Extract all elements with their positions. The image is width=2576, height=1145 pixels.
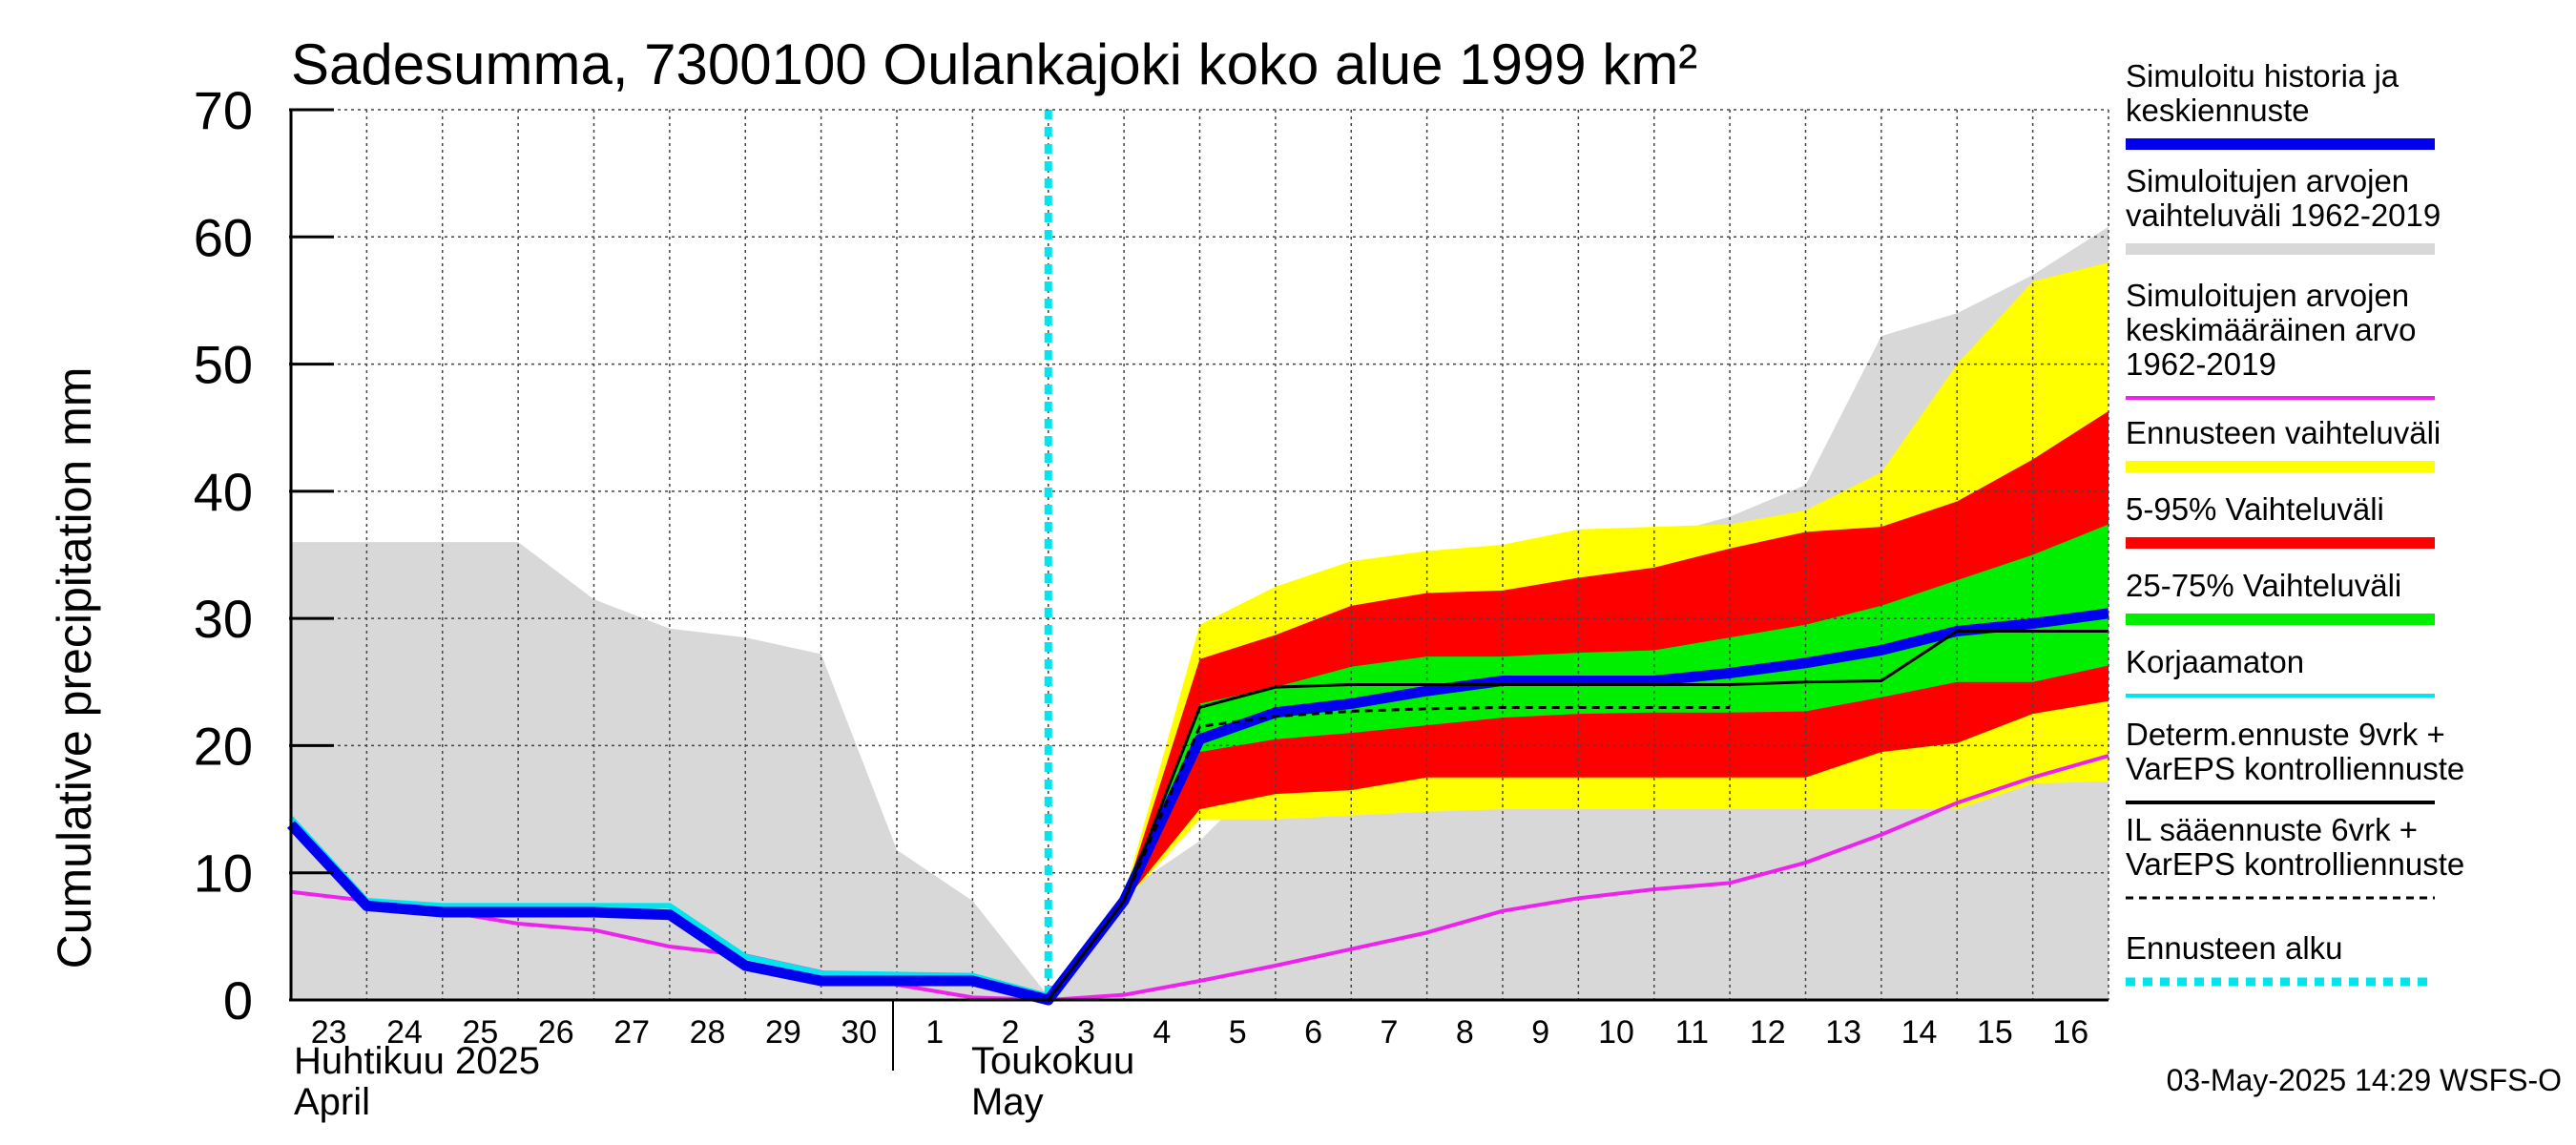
legend-label: Ennusteen alku (2126, 930, 2343, 966)
timestamp: 03-May-2025 14:29 WSFS-O (2167, 1063, 2562, 1097)
x-tick-label: 26 (538, 1014, 574, 1051)
y-tick-label: 60 (194, 207, 253, 267)
lines-layer (286, 608, 2109, 1006)
legend-label: IL sääennuste 6vrk + (2126, 812, 2418, 847)
y-tick-label: 20 (194, 716, 253, 776)
legend-label: Korjaamaton (2126, 644, 2304, 679)
x-month-april-fi: Huhtikuu 2025 (294, 1040, 540, 1082)
x-tick-label: 23 (311, 1014, 347, 1051)
series-line-4 (1047, 629, 2109, 1001)
y-tick-label: 40 (194, 462, 253, 522)
legend-label: keskiennuste (2126, 93, 2310, 128)
legend-label: vaihteluväli 1962-2019 (2126, 198, 2441, 233)
x-tick-label: 30 (841, 1014, 877, 1051)
legend-label: Simuloitujen arvojen (2126, 278, 2409, 313)
x-tick-label: 9 (1531, 1014, 1549, 1051)
legend-label: Simuloitu historia ja (2126, 58, 2399, 94)
x-tick-label: 13 (1825, 1014, 1861, 1051)
x-month-may-fi: Toukokuu (971, 1040, 1134, 1082)
x-tick-label: 1 (925, 1014, 944, 1051)
legend-label: VarEPS kontrolliennuste (2126, 751, 2464, 786)
x-tick-label: 2 (1002, 1014, 1020, 1051)
x-tick-label: 14 (1901, 1014, 1938, 1051)
legend-label: 1962-2019 (2126, 346, 2276, 382)
y-tick-label: 0 (223, 970, 253, 1030)
x-tick-label: 25 (463, 1014, 499, 1051)
x-tick-label: 16 (2052, 1014, 2088, 1051)
series-line-2 (288, 816, 1049, 999)
legend-label: keskimääräinen arvo (2126, 312, 2416, 347)
x-tick-label: 3 (1077, 1014, 1095, 1051)
x-tick-label: 7 (1380, 1014, 1398, 1051)
y-tick-label: 70 (194, 80, 253, 140)
y-axis-label: Cumulative precipitation mm (48, 367, 101, 969)
legend-label: Simuloitujen arvojen (2126, 163, 2409, 198)
series-line-5 (1047, 705, 1731, 1001)
x-tick-label: 15 (1977, 1014, 2013, 1051)
x-tick-label: 10 (1598, 1014, 1634, 1051)
legend-label: Ennusteen vaihteluväli (2126, 415, 2441, 450)
x-tick-label: 29 (765, 1014, 801, 1051)
x-tick-label: 12 (1750, 1014, 1786, 1051)
legend-label: VarEPS kontrolliennuste (2126, 846, 2464, 882)
x-tick-label: 27 (613, 1014, 650, 1051)
legend-label: 5-95% Vaihteluväli (2126, 491, 2384, 527)
x-month-april-en: April (294, 1081, 370, 1123)
y-tick-label: 50 (194, 335, 253, 395)
x-tick-label: 4 (1153, 1014, 1171, 1051)
x-tick-label: 28 (690, 1014, 726, 1051)
x-tick-label: 24 (386, 1014, 423, 1051)
x-tick-label: 5 (1229, 1014, 1247, 1051)
x-tick-label: 11 (1675, 1014, 1709, 1051)
chart-title: Sadesumma, 7300100 Oulankajoki koko alue… (291, 32, 1697, 96)
y-tick-label: 30 (194, 589, 253, 649)
legend-label: 25-75% Vaihteluväli (2126, 568, 2401, 603)
grid-layer (291, 110, 2109, 1000)
y-tick-label: 10 (194, 843, 253, 904)
x-tick-label: 6 (1304, 1014, 1322, 1051)
band-4 (1048, 524, 2109, 1000)
legend-label: Determ.ennuste 9vrk + (2126, 717, 2445, 752)
x-month-may-en: May (971, 1081, 1044, 1123)
series-line-1 (290, 754, 2109, 1002)
x-tick-label: 8 (1456, 1014, 1474, 1051)
series-line-3 (286, 608, 2109, 1006)
